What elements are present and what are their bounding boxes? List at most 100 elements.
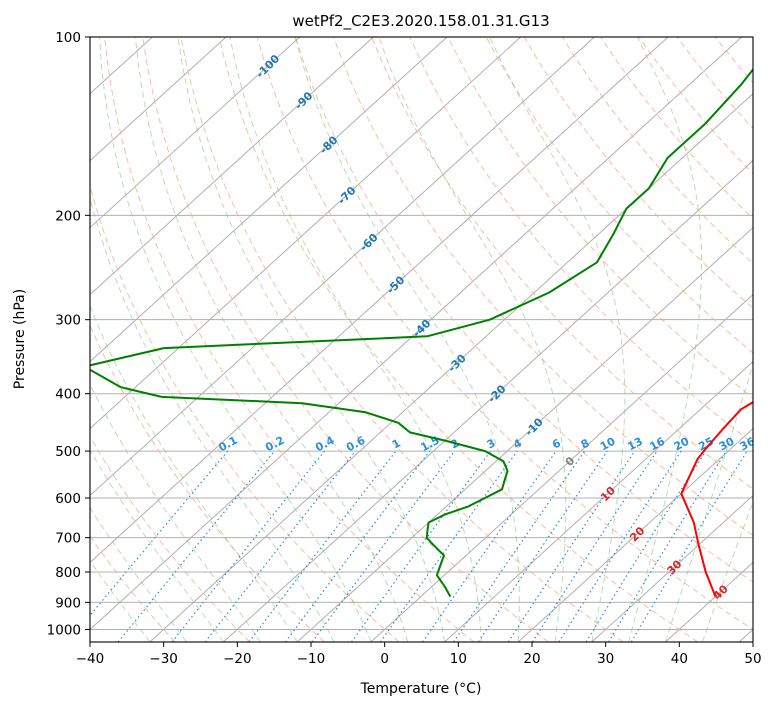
isotherm-line (90, 37, 301, 229)
mixing-ratio-line (607, 450, 727, 642)
isotherm-line (738, 628, 753, 642)
mixing-ratio-label: 1 (390, 436, 403, 451)
dry-adiabat-line (90, 435, 251, 642)
moist-adiabat-line (628, 37, 703, 642)
mixing-ratio-line (90, 450, 229, 617)
dry-adiabat-line (218, 37, 699, 642)
mixing-ratio-label: 4 (511, 436, 524, 451)
x-axis-label: Temperature (°C) (360, 681, 482, 697)
y-tick-label: 700 (55, 531, 81, 547)
y-tick-label: 400 (55, 387, 81, 403)
mixing-ratio-line (422, 450, 557, 642)
mixing-ratio-line (558, 450, 682, 642)
chart-title: wetPf2_C2E3.2020.158.01.31.G13 (292, 12, 549, 31)
mixing-ratio-line (585, 450, 707, 642)
mixing-ratio-line (477, 450, 608, 642)
isotherm-line (591, 494, 753, 642)
isotherm-line (223, 159, 753, 642)
moist-adiabat-line (229, 37, 482, 642)
x-tick-label: 20 (523, 651, 540, 667)
mixing-ratio-line (379, 450, 518, 642)
moist-adiabat-line (90, 196, 335, 642)
dry-adiabat-line (90, 535, 176, 642)
mixing-ratio-label: 8 (579, 436, 592, 451)
y-axis-label: Pressure (hPa) (12, 289, 28, 389)
plot-area: 0.1 0.2 0.4 0.6 1 1.5 2 3 4 6 8 10 13 16 20 25 30 36 -100… (0, 37, 758, 642)
mixing-ratio-label: 16 (647, 435, 667, 454)
isotherm-line (90, 37, 522, 430)
y-tick-label: 500 (55, 444, 81, 460)
mixing-ratio-line (453, 450, 586, 642)
y-tick-label: 900 (55, 595, 81, 611)
moist-adiabat-line (489, 37, 626, 642)
isotherm-line (90, 37, 448, 363)
isotherm-line (90, 37, 743, 631)
temperature-line (680, 401, 753, 597)
isotherm-line (665, 561, 753, 642)
dewpoint-line (90, 67, 753, 598)
dry-adiabat-line (371, 37, 753, 490)
moist-adiabats (90, 37, 753, 642)
dry-adiabat-line (752, 37, 753, 38)
mixing-ratio-line (117, 450, 276, 642)
x-axis: −40 −30 −20 −10 0 10 20 30 40 50 (76, 642, 762, 667)
x-tick-label: −20 (223, 651, 252, 667)
y-tick-label: 300 (55, 313, 81, 329)
y-tick-label: 100 (55, 30, 81, 46)
moist-adiabat-line (90, 448, 224, 642)
dry-adiabat-line (409, 37, 753, 445)
mixing-ratio-lines: 0.1 0.2 0.4 0.6 1 1.5 2 3 4 6 8 10 13 16 20 25 30 36 (90, 434, 758, 642)
dry-adiabat-line (104, 37, 475, 642)
isotherm-line (296, 226, 753, 642)
moist-adiabat-line (378, 37, 567, 642)
y-tick-label: 600 (55, 491, 81, 507)
isotherm-line (90, 37, 374, 296)
mixing-ratio-line (248, 450, 397, 642)
dry-adiabat-line (600, 37, 753, 220)
moist-adiabat-line (99, 37, 372, 642)
mixing-ratio-line (531, 450, 658, 642)
isotherm-line (90, 37, 227, 162)
moist-adiabat-line (294, 37, 520, 642)
dry-adiabat-line (180, 37, 624, 642)
mixing-ratio-line (630, 450, 748, 642)
moist-adiabat-line (90, 383, 261, 642)
mixing-ratio-line (284, 450, 431, 642)
mixing-ratio-label: 10 (598, 435, 618, 454)
dry-adiabat-line (256, 37, 753, 630)
y-tick-label: 200 (55, 208, 81, 224)
y-axis: 100 200 300 400 500 600 700 800 900 1000 (47, 30, 90, 638)
isotherm-line (0, 37, 5, 642)
isotherm-line (149, 93, 753, 642)
dry-adiabats (90, 37, 753, 642)
moist-adiabat-line (701, 500, 753, 642)
x-tick-label: 30 (597, 651, 614, 667)
mixing-ratio-line (311, 450, 455, 642)
mixing-ratio-line (204, 450, 356, 642)
isotherm-line (444, 360, 753, 642)
dry-adiabat-line (90, 324, 325, 642)
mixing-ratio-label: 13 (625, 435, 645, 454)
mixing-ratio-label: 36 (738, 435, 758, 454)
dry-adiabat-line (447, 37, 753, 399)
mixing-ratio-line (507, 450, 636, 642)
dry-adiabat-line (142, 37, 549, 642)
y-tick-label: 800 (55, 565, 81, 581)
y-tick-label: 1000 (47, 622, 81, 638)
temperature-profile (680, 401, 753, 597)
isotherm-line (90, 37, 595, 497)
x-tick-label: 0 (380, 651, 389, 667)
moist-adiabat-line (90, 304, 298, 642)
moist-adiabat-line (134, 37, 409, 642)
horizontal-grid (90, 37, 753, 630)
dry-adiabat-line (561, 37, 753, 265)
x-tick-label: 10 (450, 651, 467, 667)
isotherm-line (370, 293, 753, 642)
mixing-ratio-label: 20 (672, 435, 692, 454)
x-tick-label: −40 (76, 651, 105, 667)
mixing-ratio-label: 30 (717, 435, 737, 454)
skewed-isotherms (0, 37, 753, 642)
x-tick-label: 40 (671, 651, 688, 667)
